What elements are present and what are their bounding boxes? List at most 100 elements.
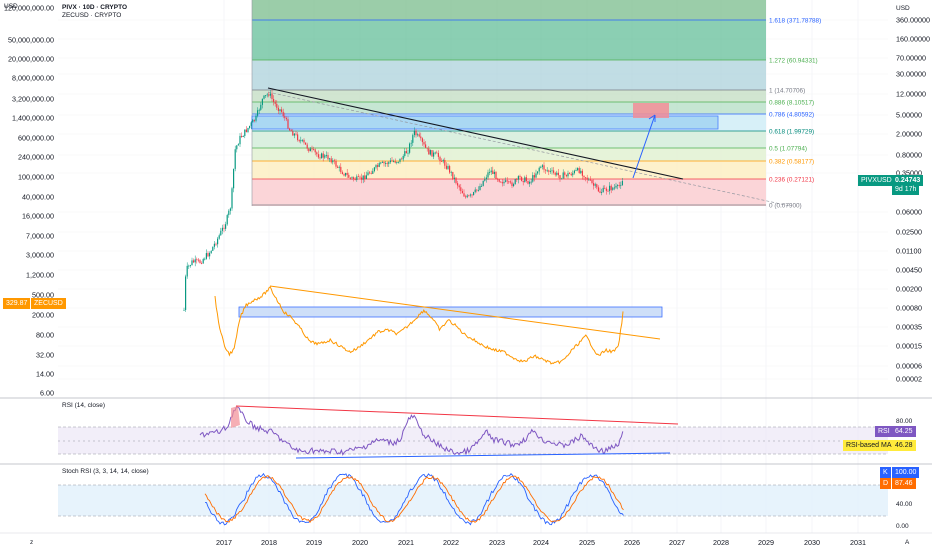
candle-body	[380, 162, 382, 164]
fib-level-label: 0.236 (0.27121)	[769, 177, 814, 184]
candle-body	[553, 170, 555, 173]
candle-body	[311, 148, 313, 150]
candle-body	[329, 158, 331, 160]
candle-body	[244, 129, 246, 136]
candle-body	[548, 170, 550, 172]
projection-arrow[interactable]	[632, 114, 656, 179]
left-price-scale[interactable]: 120,000,000.00 50,000,000.00 20,000,000.00…	[4, 4, 54, 398]
stoch-d-line	[204, 475, 624, 524]
candle-body	[519, 176, 521, 178]
rsi-title[interactable]: RSI (14, close)	[62, 402, 105, 409]
candle-body	[257, 110, 259, 116]
rsi-resistance-line[interactable]	[235, 405, 679, 425]
pivx-downtrend-line[interactable]	[267, 87, 684, 180]
candle-body	[268, 94, 270, 96]
candle-body	[465, 196, 467, 198]
candle-body	[565, 174, 567, 177]
candle-body	[261, 98, 263, 105]
candle-body	[359, 176, 361, 178]
candle-body	[425, 144, 427, 148]
candle-body	[468, 195, 470, 197]
candle-body	[354, 179, 356, 181]
candle-body	[522, 180, 524, 183]
candle-body	[228, 210, 230, 216]
candle-body	[607, 190, 609, 192]
time-axis-tick: 2021	[398, 538, 414, 547]
candle-body	[479, 186, 481, 191]
fib-level-label: 0.382 (0.58177)	[769, 159, 814, 166]
time-axis-tick: 2022	[443, 538, 459, 547]
left-scale-tick: 20,000,000.00	[8, 55, 54, 64]
candle-body	[413, 130, 415, 136]
candle-body	[450, 171, 452, 173]
candle-body	[445, 165, 447, 169]
target-box[interactable]	[633, 103, 669, 118]
symbol-title[interactable]: PIVX · 10D · CRYPTO	[62, 4, 128, 11]
right-price-scale[interactable]: 360.00000 160.00000 70.00000 30.00000 12.000…	[896, 16, 930, 384]
candle-body	[570, 174, 572, 176]
left-scale-tick: 1,200.00	[26, 271, 54, 280]
candle-body	[618, 185, 620, 186]
left-scale-tick: 50,000,000.00	[8, 36, 54, 45]
fib-level-label: 0.5 (1.07794)	[769, 146, 807, 153]
candle-body	[239, 135, 241, 145]
candle-body	[236, 145, 238, 150]
candle-body	[577, 168, 579, 171]
time-axis[interactable]: 2017 2018 2019 2020 2021 2022 2023 2024 2025 2026…	[216, 538, 866, 547]
candle-body	[295, 133, 297, 135]
fib-level-label: 0.786 (4.80592)	[769, 112, 814, 119]
candle-body	[474, 189, 476, 193]
candle-body	[349, 177, 351, 179]
zec-downtrend-line[interactable]	[269, 285, 661, 340]
candle-body	[199, 260, 201, 264]
price-badge-symbol: PIVXUSD	[858, 175, 895, 186]
candle-body	[316, 152, 318, 155]
candle-body	[186, 265, 188, 277]
arrow-head-icon	[648, 114, 656, 122]
candle-body	[201, 263, 203, 264]
rsi-support-line[interactable]	[295, 452, 671, 459]
stoch-tick-40: 40.00	[896, 501, 913, 508]
candle-body	[223, 227, 225, 229]
compare-symbol-title[interactable]: ZECUSD · CRYPTO	[62, 12, 122, 19]
candle-body	[308, 148, 310, 152]
candle-body	[306, 144, 308, 149]
pivx-dotted-trend[interactable]	[267, 91, 791, 207]
resistance-box-pivx[interactable]	[251, 115, 719, 130]
left-scale-tick: 16,000.00	[22, 212, 54, 221]
candle-body	[207, 253, 209, 257]
candle-body	[346, 172, 348, 175]
candle-body	[372, 171, 374, 174]
candle-body	[266, 94, 268, 96]
left-scale-tick: 14.00	[36, 370, 54, 379]
fib-zones[interactable]	[251, 0, 766, 206]
rsi-badge-label: RSI	[875, 426, 893, 437]
candle-body	[250, 122, 252, 126]
auto-scale-icon[interactable]: A	[905, 539, 910, 546]
candle-body	[274, 101, 276, 104]
resistance-box-zec[interactable]	[238, 306, 663, 318]
left-scale-tick: 40,000.00	[22, 193, 54, 202]
candle-body	[188, 265, 190, 267]
candle-body	[493, 171, 495, 175]
candle-body	[297, 134, 299, 141]
candle-body	[333, 160, 335, 162]
candle-body	[325, 155, 327, 156]
candle-body	[193, 260, 195, 263]
stoch-tick-0: 0.00	[896, 523, 909, 530]
fib-level-label: 0 (0.07900)	[769, 203, 802, 210]
zec-badge-symbol: ZECUSD	[31, 298, 66, 309]
candle-body	[508, 181, 510, 183]
fib-level-label: 1.272 (60.94331)	[769, 58, 818, 65]
left-scale-tick: 7,000.00	[26, 232, 54, 241]
timezone-icon[interactable]: z	[30, 539, 33, 546]
candle-body	[538, 167, 540, 172]
candle-body	[569, 173, 571, 175]
candle-body	[537, 171, 539, 174]
candle-body	[241, 135, 243, 137]
stoch-title[interactable]: Stoch RSI (3, 3, 14, 14, close)	[62, 468, 149, 475]
candle-body	[289, 128, 291, 131]
right-scale-tick: 0.00450	[896, 266, 922, 275]
candle-body	[588, 179, 590, 181]
